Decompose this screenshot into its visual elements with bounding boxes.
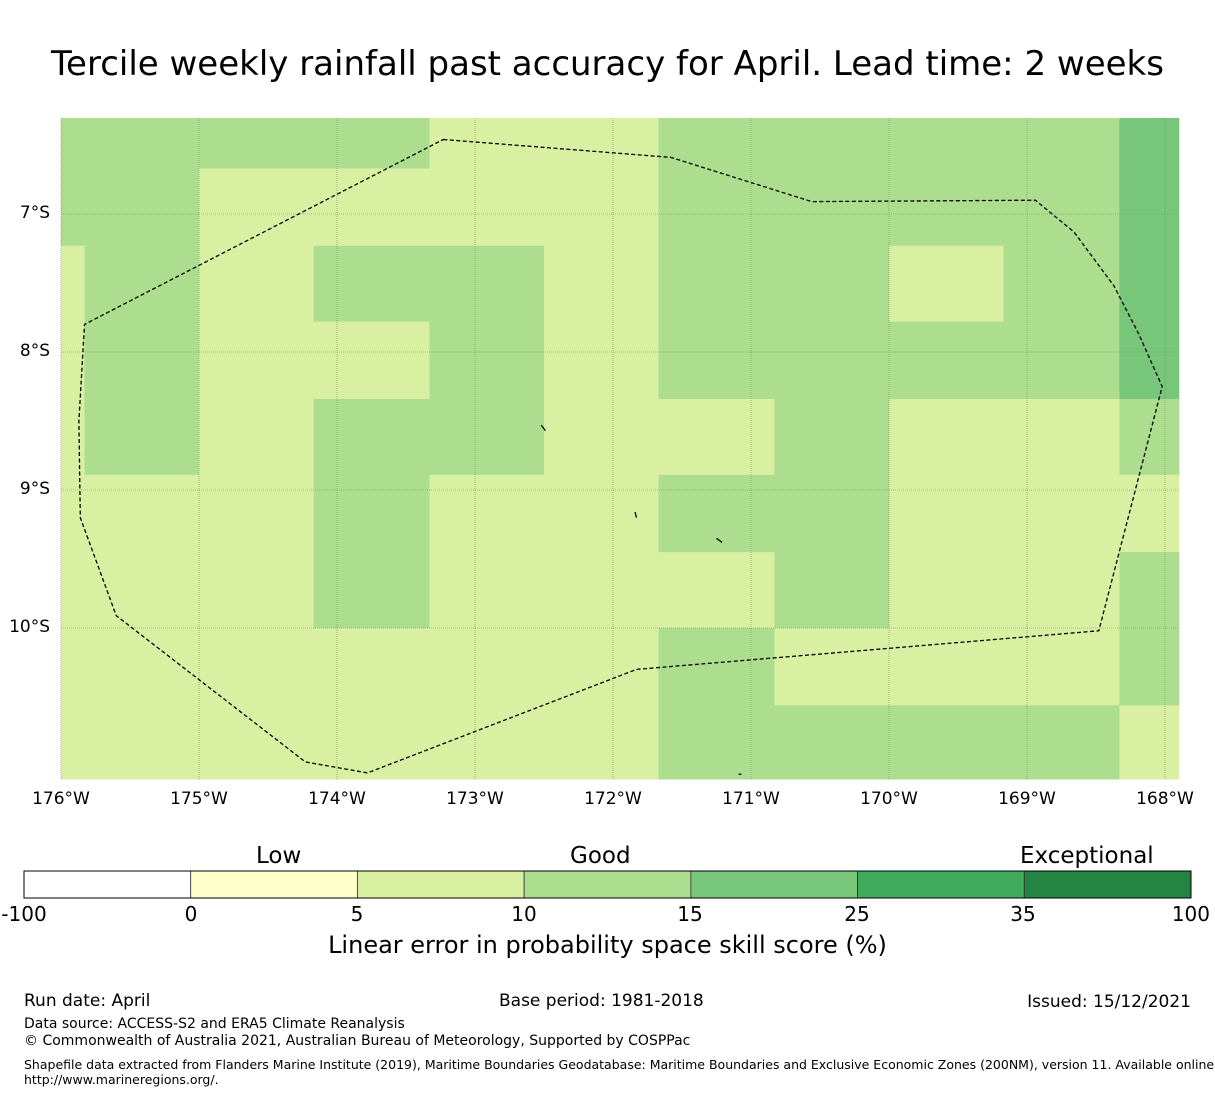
- colorbar-tick: 0: [184, 902, 198, 926]
- legend-header-good: Good: [570, 843, 631, 869]
- skill-cell: [429, 321, 545, 400]
- skill-cell: [889, 474, 1120, 629]
- colorbar-tick: -100: [1, 902, 47, 926]
- skill-cell: [774, 705, 1120, 780]
- skill-cell: [1119, 118, 1180, 247]
- skill-cell: [313, 321, 430, 400]
- lat-label-9s: 9°S: [19, 479, 50, 499]
- skill-cell: [61, 474, 315, 629]
- skill-cell: [658, 628, 775, 780]
- colorbar-segment: [357, 870, 525, 899]
- shapefile-url: http://www.marineregions.org/.: [24, 1072, 219, 1087]
- skill-cell: [1119, 552, 1180, 629]
- lat-label-8s: 8°S: [19, 341, 50, 361]
- skill-cell: [658, 474, 890, 553]
- skill-cell: [61, 118, 200, 247]
- skill-cell: [199, 245, 315, 476]
- skill-score-map: [60, 118, 1180, 780]
- skill-cell: [313, 474, 430, 629]
- skill-cell: [429, 474, 660, 629]
- colorbar-tick: 100: [1171, 902, 1210, 926]
- colorbar-segment: [857, 870, 1025, 899]
- skill-cell: [774, 628, 1120, 706]
- copyright-notice: © Commonwealth of Australia 2021, Austra…: [24, 1033, 691, 1049]
- skill-cell: [889, 245, 1005, 323]
- graticule-lines: [60, 118, 1179, 779]
- skill-cell: [199, 118, 430, 169]
- skill-cell: [774, 398, 890, 476]
- skill-cell: [658, 552, 775, 629]
- lon-label-171w: 171°W: [722, 789, 780, 809]
- skill-cell: [1003, 245, 1120, 323]
- skill-cell: [544, 245, 660, 476]
- colorbar-tick: 15: [677, 902, 703, 926]
- skill-cell: [61, 628, 660, 780]
- lon-label-172w: 172°W: [584, 789, 642, 809]
- run-date: Run date: April: [24, 991, 151, 1011]
- lon-label-170w: 170°W: [860, 789, 918, 809]
- colorbar-outline: [23, 870, 1192, 899]
- colorbar-segment: [190, 870, 358, 899]
- skill-cell: [84, 245, 200, 476]
- skill-cell: [889, 398, 1120, 476]
- colorbar-tick: 10: [511, 902, 537, 926]
- skill-cell: [774, 552, 890, 629]
- colorbar-label: Linear error in probability space skill …: [328, 931, 887, 959]
- islands-layer: [540, 424, 742, 775]
- skill-cell: [313, 245, 545, 323]
- lon-label-169w: 169°W: [998, 789, 1056, 809]
- colorbar: [23, 870, 1192, 899]
- skill-cell: [1119, 705, 1180, 780]
- skill-cell: [658, 398, 775, 476]
- colorbar-segment: [1023, 870, 1192, 899]
- colorbar-tick: 25: [844, 902, 870, 926]
- lon-label-174w: 174°W: [308, 789, 366, 809]
- map-title: Tercile weekly rainfall past accuracy fo…: [51, 44, 1164, 84]
- lat-label-10s: 10°S: [9, 617, 50, 637]
- data-source: Data source: ACCESS-S2 and ERA5 Climate …: [24, 1016, 405, 1032]
- legend-header-low: Low: [256, 843, 302, 869]
- skill-cells-layer: [61, 118, 1180, 780]
- colorbar-tick: 35: [1010, 902, 1036, 926]
- shapefile-credit: Shapefile data extracted from Flanders M…: [24, 1057, 1215, 1072]
- skill-cell: [199, 168, 430, 247]
- eez-boundary-line: [78, 138, 1163, 774]
- island-outline: [716, 537, 723, 543]
- skill-cell: [61, 245, 85, 476]
- skill-cell: [658, 245, 890, 400]
- colorbar-segment: [523, 870, 692, 899]
- lat-label-7s: 7°S: [19, 203, 50, 223]
- skill-cell: [1119, 474, 1180, 553]
- skill-cell: [313, 398, 545, 476]
- skill-cell: [1119, 628, 1180, 706]
- lon-label-173w: 173°W: [446, 789, 504, 809]
- colorbar-tick: 5: [350, 902, 364, 926]
- colorbar-segment: [23, 870, 192, 899]
- lon-label-176w: 176°W: [32, 789, 90, 809]
- legend-header-exceptional: Exceptional: [1020, 843, 1154, 869]
- island-outline: [540, 424, 546, 432]
- base-period: Base period: 1981-2018: [499, 991, 704, 1011]
- issued-date: Issued: 15/12/2021: [1027, 992, 1191, 1012]
- eez-boundary: [78, 138, 1163, 774]
- lon-label-168w: 168°W: [1136, 789, 1194, 809]
- lon-label-175w: 175°W: [170, 789, 228, 809]
- skill-cell: [429, 118, 660, 247]
- skill-cell: [889, 321, 1120, 400]
- skill-cell: [1119, 245, 1180, 400]
- island-outline: [634, 511, 638, 518]
- colorbar-segment: [690, 870, 858, 899]
